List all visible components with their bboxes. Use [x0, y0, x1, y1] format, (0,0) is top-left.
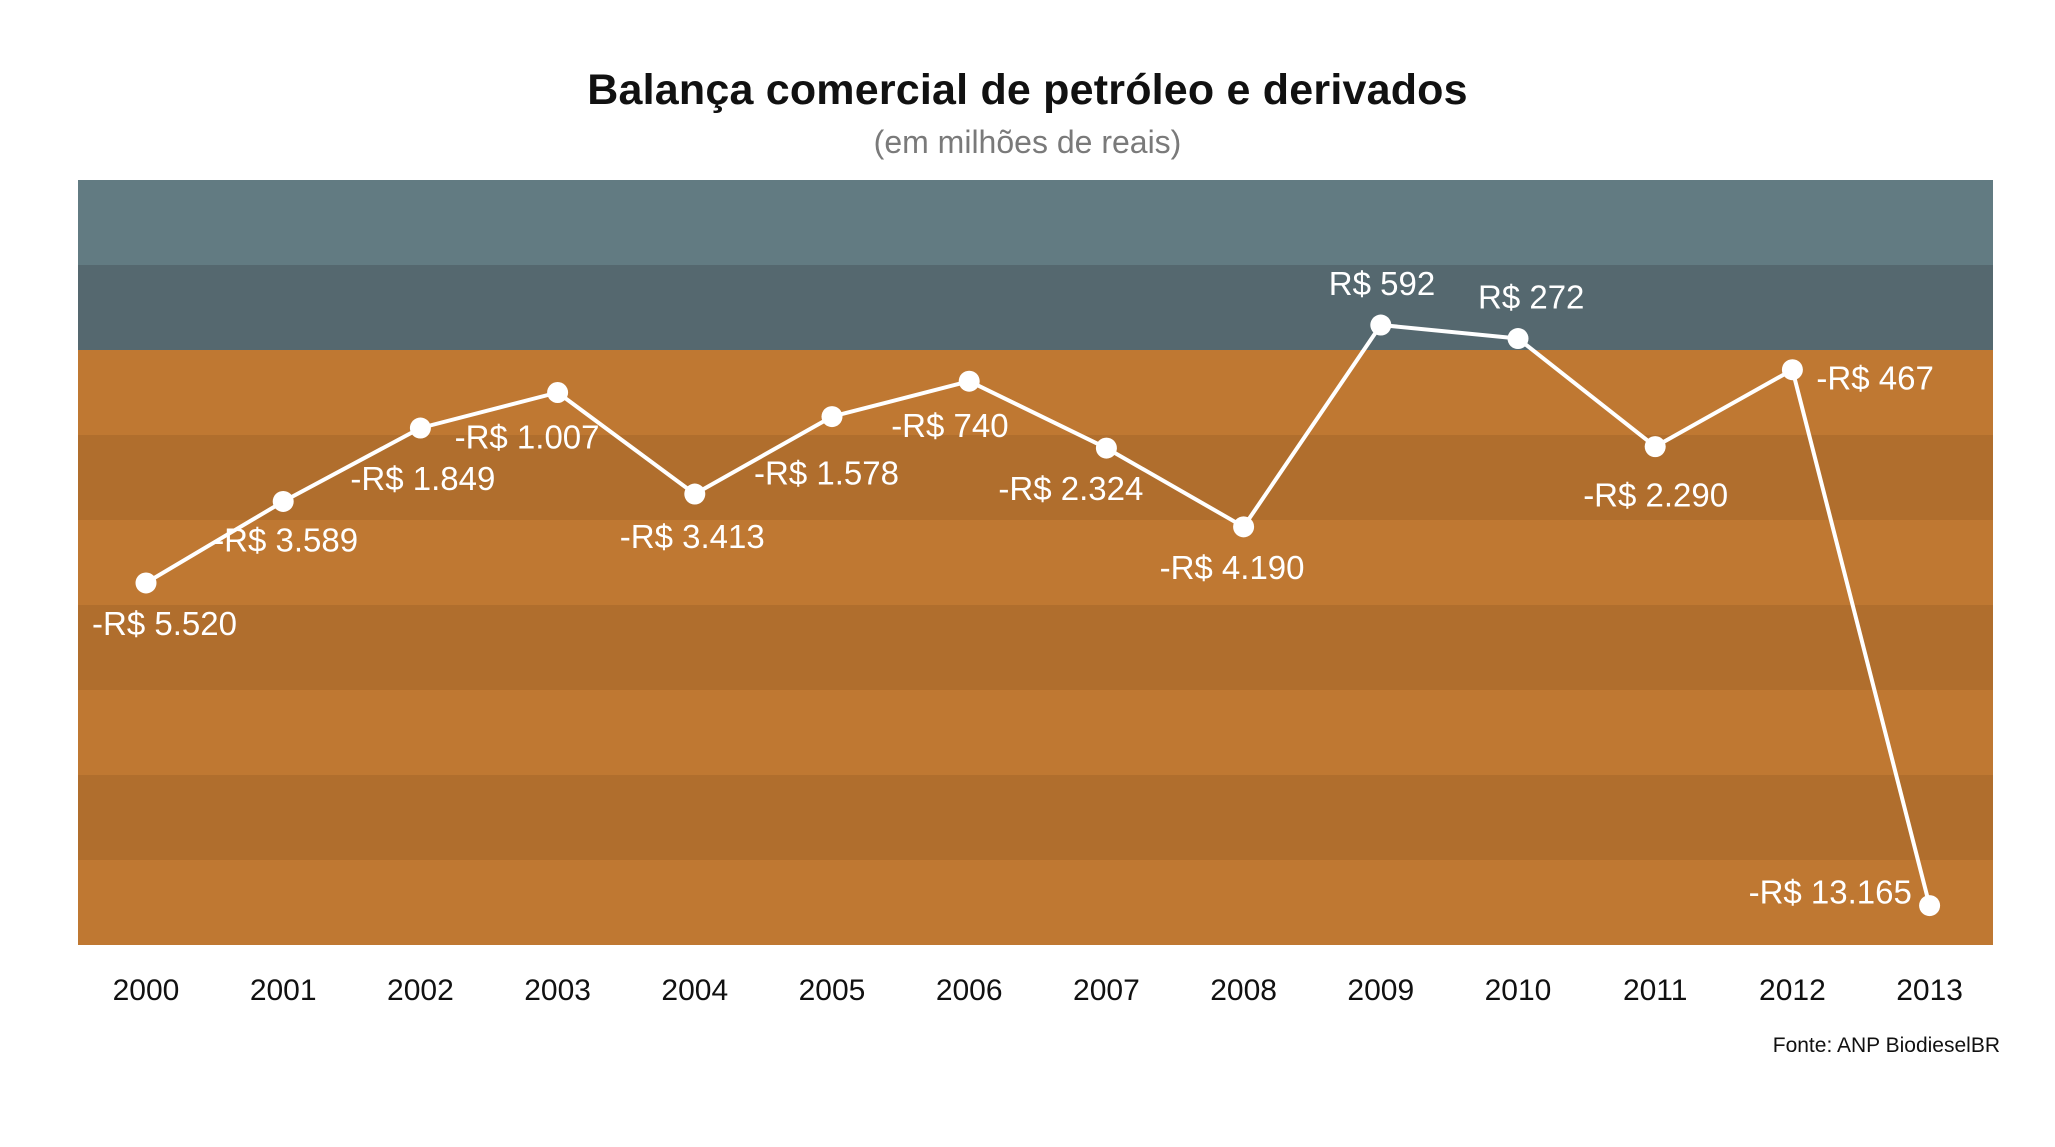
data-label-2013: -R$ 13.165: [1749, 874, 1912, 911]
data-label-2010: R$ 272: [1478, 279, 1584, 316]
data-point-2003: [547, 381, 569, 403]
data-label-2012: -R$ 467: [1816, 360, 1933, 397]
data-point-2000: [135, 572, 157, 594]
data-label-2000: -R$ 5.520: [92, 605, 237, 642]
data-point-2006: [958, 370, 980, 392]
background-band: [78, 435, 1993, 520]
data-point-2002: [409, 417, 431, 439]
x-tick-label-2013: 2013: [1896, 974, 1963, 1007]
data-point-2012: [1781, 359, 1803, 381]
background-band: [78, 180, 1993, 265]
data-point-2007: [1095, 437, 1117, 459]
x-tick-label-2011: 2011: [1623, 974, 1688, 1007]
x-axis-labels-group: 2000 2001 2002 2003 2004 2005 2006 2007 2008 2009…: [113, 974, 1963, 1007]
data-label-2004: -R$ 3.413: [620, 518, 765, 555]
x-tick-label-2005: 2005: [799, 974, 866, 1007]
series-line: [144, 323, 1932, 907]
data-point-2008: [1233, 516, 1255, 538]
source-note: Fonte: ANP BiodieselBR: [1772, 1034, 2000, 1057]
data-point-2013: [1919, 895, 1941, 917]
background-bands: [78, 180, 1993, 945]
x-tick-label-2009: 2009: [1347, 974, 1414, 1007]
data-point-2010: [1507, 328, 1529, 350]
data-label-2006: -R$ 740: [891, 407, 1008, 444]
x-tick-label-2004: 2004: [661, 974, 728, 1007]
x-tick-label-2008: 2008: [1210, 974, 1277, 1007]
data-point-2005: [821, 406, 843, 428]
data-point-2011: [1644, 436, 1666, 458]
background-band: [78, 520, 1993, 605]
x-tick-label-2012: 2012: [1759, 974, 1826, 1007]
background-band: [78, 265, 1993, 350]
x-tick-label-2002: 2002: [387, 974, 454, 1007]
data-labels-group: -R$ 5.520 -R$ 3.589 -R$ 1.849 -R$ 1.007 -R$ …: [92, 265, 1934, 911]
x-tick-label-2010: 2010: [1485, 974, 1552, 1007]
x-tick-label-2003: 2003: [524, 974, 591, 1007]
data-label-2002: -R$ 1.849: [350, 460, 495, 497]
chart-title: Balança comercial de petróleo e derivado…: [587, 66, 1468, 114]
data-label-2008: -R$ 4.190: [1160, 549, 1305, 586]
x-tick-label-2001: 2001: [250, 974, 317, 1007]
background-band: [78, 775, 1993, 860]
data-point-2004: [684, 483, 706, 505]
series-line-group: [144, 323, 1932, 907]
chart-subtitle: (em milhões de reais): [873, 124, 1182, 160]
x-tick-label-2007: 2007: [1073, 974, 1140, 1007]
data-label-2011: -R$ 2.290: [1583, 477, 1728, 514]
x-tick-label-2006: 2006: [936, 974, 1003, 1007]
data-label-2007: -R$ 2.324: [998, 470, 1143, 507]
background-band: [78, 350, 1993, 435]
background-band: [78, 860, 1993, 945]
data-point-2009: [1370, 314, 1392, 336]
x-tick-label-2000: 2000: [113, 974, 180, 1007]
data-label-2009: R$ 592: [1329, 265, 1435, 302]
background-band: [78, 605, 1993, 690]
data-label-2003: -R$ 1.007: [455, 418, 600, 455]
data-label-2005: -R$ 1.578: [754, 455, 899, 492]
background-band: [78, 690, 1993, 775]
data-points-group: [135, 314, 1941, 917]
data-point-2001: [272, 490, 294, 512]
data-label-2001: -R$ 3.589: [213, 521, 358, 558]
